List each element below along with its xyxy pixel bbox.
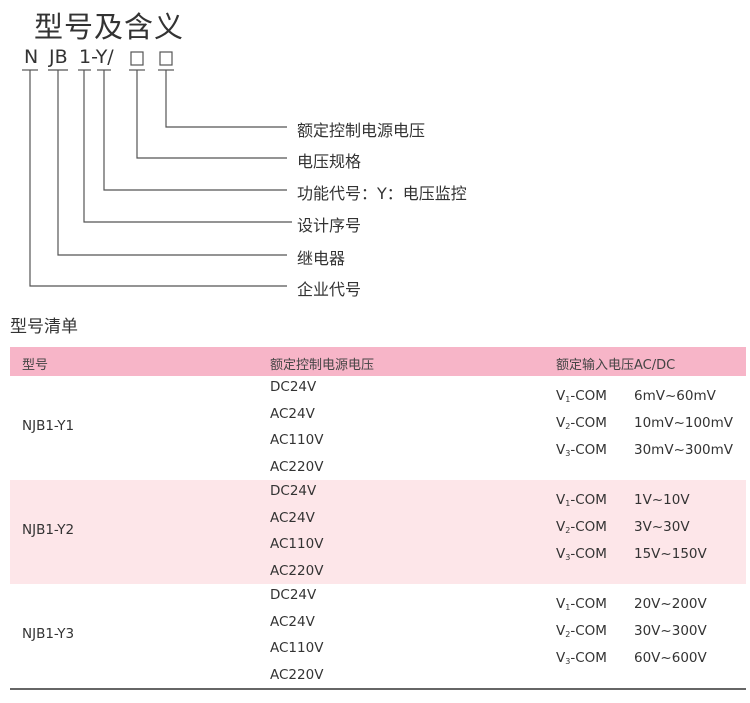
- terminal-index: 2: [565, 630, 571, 639]
- terminal-index: 2: [565, 526, 571, 535]
- terminal-index: 1: [565, 395, 571, 404]
- supply-voltage: AC24V: [270, 405, 315, 422]
- terminal-suffix: -COM: [570, 546, 607, 562]
- terminal-index: 3: [565, 449, 571, 458]
- terminal-letter: V: [556, 492, 566, 508]
- code-relay: JB: [49, 46, 68, 68]
- table-row: NJB1-Y1 DC24V AC24V AC110V AC220V V1-COM 6mV~6…: [10, 376, 746, 480]
- terminal-letter: V: [556, 415, 566, 431]
- input-range: 20V~200V: [634, 596, 707, 612]
- placeholder-box-1: [130, 51, 144, 66]
- terminal-index: 3: [565, 553, 571, 562]
- supply-voltage: DC24V: [270, 483, 317, 499]
- label-control-voltage: 额定控制电源电压: [297, 121, 426, 140]
- terminal-suffix: -COM: [570, 650, 607, 666]
- input-range: 30V~300V: [634, 623, 707, 639]
- terminal-suffix: -COM: [570, 442, 607, 458]
- label-relay: 继电器: [297, 249, 346, 268]
- label-voltage-spec: 电压规格: [297, 152, 362, 171]
- input-range: 1V~10V: [634, 492, 690, 508]
- terminal-letter: V: [556, 442, 566, 458]
- input-terminal: V3-COM: [556, 442, 607, 458]
- input-terminal: V1-COM: [556, 388, 607, 404]
- table-row: NJB1-Y3 DC24V AC24V AC110V AC220V V1-COM 20V~2…: [10, 584, 746, 688]
- terminal-suffix: -COM: [570, 623, 607, 639]
- input-range: 10mV~100mV: [634, 415, 734, 431]
- table-header: 型号 额定控制电源电压 额定输入电压AC/DC: [10, 347, 746, 376]
- input-range: 30mV~300mV: [634, 442, 734, 458]
- input-terminal: V3-COM: [556, 650, 607, 666]
- model-cell: NJB1-Y2: [22, 522, 75, 538]
- header-model: 型号: [22, 358, 49, 373]
- input-terminal: V2-COM: [556, 623, 607, 639]
- terminal-suffix: -COM: [570, 519, 607, 535]
- supply-voltage: DC24V: [270, 587, 317, 603]
- supply-voltage: AC220V: [270, 666, 324, 683]
- input-terminal: V3-COM: [556, 546, 607, 562]
- input-terminal: V2-COM: [556, 519, 607, 535]
- terminal-index: 1: [565, 603, 571, 612]
- terminal-index: 1: [565, 499, 571, 508]
- terminal-letter: V: [556, 388, 566, 404]
- terminal-letter: V: [556, 546, 566, 562]
- table-bottom-rule: [10, 688, 746, 690]
- terminal-suffix: -COM: [570, 492, 607, 508]
- code-enterprise: N: [24, 46, 39, 68]
- page-title: 型号及含义: [34, 10, 185, 44]
- terminal-suffix: -COM: [570, 596, 607, 612]
- supply-voltage: AC24V: [270, 613, 315, 630]
- supply-voltage: AC110V: [270, 536, 324, 552]
- header-control-voltage: 额定控制电源电压: [270, 358, 375, 373]
- input-range: 60V~600V: [634, 650, 707, 666]
- label-enterprise-code: 企业代号: [297, 280, 362, 299]
- terminal-index: 3: [565, 657, 571, 666]
- supply-voltage: AC110V: [270, 640, 324, 656]
- header-input-voltage: 额定输入电压AC/DC: [556, 358, 676, 373]
- input-range: 6mV~60mV: [634, 388, 716, 404]
- table-row: NJB1-Y2 DC24V AC24V AC110V AC220V V1-COM 1V~10…: [10, 480, 746, 584]
- model-code-diagram: [22, 51, 292, 287]
- terminal-suffix: -COM: [570, 415, 607, 431]
- terminal-letter: V: [556, 650, 566, 666]
- model-table: 型号 额定控制电源电压 额定输入电压AC/DC NJB1-Y1 DC24V AC24…: [10, 347, 746, 690]
- terminal-letter: V: [556, 596, 566, 612]
- input-terminal: V1-COM: [556, 596, 607, 612]
- label-design-number: 设计序号: [297, 216, 362, 235]
- label-function-code: 功能代号：Y：电压监控: [297, 184, 467, 203]
- input-terminal: V2-COM: [556, 415, 607, 431]
- model-cell: NJB1-Y1: [22, 418, 75, 434]
- supply-voltage: AC24V: [270, 509, 315, 526]
- supply-voltage: DC24V: [270, 379, 317, 395]
- supply-voltage: AC220V: [270, 458, 324, 475]
- terminal-index: 2: [565, 422, 571, 431]
- input-range: 3V~30V: [634, 519, 690, 535]
- input-terminal: V1-COM: [556, 492, 607, 508]
- section-title: 型号清单: [10, 317, 78, 337]
- code-series: 1-Y/: [79, 46, 114, 68]
- terminal-suffix: -COM: [570, 388, 607, 404]
- terminal-letter: V: [556, 519, 566, 535]
- input-range: 15V~150V: [634, 546, 707, 562]
- model-cell: NJB1-Y3: [22, 626, 75, 642]
- supply-voltage: AC110V: [270, 432, 324, 448]
- terminal-letter: V: [556, 623, 566, 639]
- placeholder-box-2: [159, 51, 173, 66]
- supply-voltage: AC220V: [270, 562, 324, 579]
